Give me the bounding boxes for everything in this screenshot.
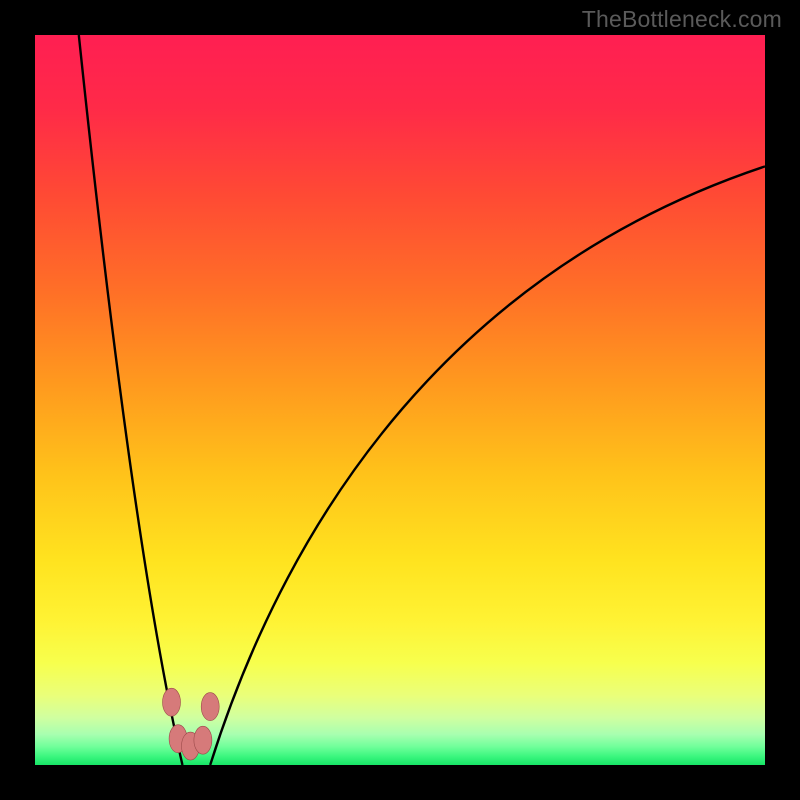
marker-dot <box>194 726 212 754</box>
bottleneck-markers <box>163 688 220 760</box>
marker-dot <box>201 693 219 721</box>
curve-left-branch <box>79 35 183 765</box>
bottleneck-curve <box>35 35 765 765</box>
marker-dot <box>163 688 181 716</box>
curve-right-branch <box>210 166 765 765</box>
watermark-text: TheBottleneck.com <box>582 6 782 33</box>
plot-area <box>35 35 765 765</box>
